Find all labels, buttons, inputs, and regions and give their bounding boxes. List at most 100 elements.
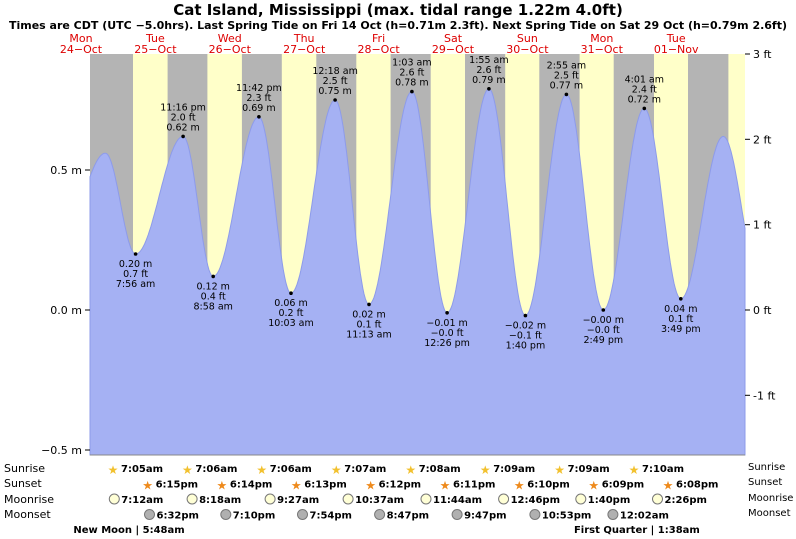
moonrise-row-label-right: Moonrise	[748, 493, 794, 504]
sunset-row-label-left: Sunset	[4, 477, 42, 490]
tide-extreme-annotation: 0.04 m 0.1 ft 3:49 pm	[661, 304, 701, 335]
tide-extreme-marker	[133, 252, 138, 256]
moonrise-circle-icon	[652, 493, 663, 505]
y-axis-left-label: 0.5 m	[50, 164, 82, 177]
tide-extreme-annotation: −0.01 m −0.0 ft 12:26 pm	[424, 318, 470, 349]
sunrise-star-icon: ★	[108, 463, 119, 477]
moonset-time: 7:54pm	[310, 511, 352, 522]
y-axis-right-label: 1 ft	[753, 219, 772, 232]
tide-extreme-marker	[367, 302, 371, 307]
moonset-time: 8:47pm	[387, 511, 429, 522]
tide-extreme-annotation: 1:03 am 2.6 ft 0.78 m	[392, 58, 431, 89]
moonset-time: 12:02am	[620, 511, 669, 522]
moonset-circle-icon	[144, 509, 155, 520]
sunrise-time: 7:05am	[121, 464, 163, 475]
tide-extreme-marker	[257, 115, 261, 119]
tide-extreme-marker	[181, 134, 185, 139]
moonset-circle-icon	[607, 509, 619, 520]
moonrise-time: 1:40pm	[588, 495, 630, 506]
tide-extreme-annotation: 0.06 m 0.2 ft 10:03 am	[268, 298, 313, 329]
tide-extreme-annotation: 11:16 pm 2.0 ft 0.62 m	[160, 102, 206, 133]
tide-extreme-marker	[679, 297, 683, 301]
tide-extreme-annotation: 0.12 m 0.4 ft 8:58 am	[193, 281, 232, 312]
moonset-circle-icon	[451, 509, 463, 520]
moonset-circle-icon	[374, 509, 386, 520]
tide-extreme-marker	[487, 87, 491, 91]
y-axis-right-label: 2 ft	[753, 133, 772, 146]
sunset-star-icon: ★	[217, 479, 228, 493]
moonrise-circle-icon	[264, 493, 276, 505]
tide-extreme-annotation: −0.00 m −0.0 ft 2:49 pm	[583, 315, 624, 346]
day-label: Tue 25−Oct	[134, 32, 177, 56]
moonrise-circle-icon	[108, 493, 120, 505]
tide-extreme-marker	[333, 98, 337, 102]
day-label: Thu 27−Oct	[283, 32, 326, 56]
day-label: Sat 29−Oct	[432, 32, 475, 56]
sunset-time: 6:09pm	[602, 480, 644, 491]
day-label: Sun 30−Oct	[506, 32, 549, 56]
tide-extreme-marker	[289, 291, 293, 296]
sunrise-star-icon: ★	[629, 463, 640, 477]
moonset-row-label-right: Moonset	[748, 508, 791, 519]
sunset-row-label-right: Sunset	[748, 477, 783, 488]
sunrise-star-icon: ★	[480, 463, 491, 477]
sunset-star-icon: ★	[514, 479, 525, 493]
moonrise-time: 2:26pm	[665, 495, 707, 506]
sunrise-star-icon: ★	[554, 463, 565, 477]
moonrise-time: 11:44am	[433, 495, 482, 506]
sunset-time: 6:12pm	[379, 480, 421, 491]
moon-phase-label: New Moon | 5:48am	[73, 525, 184, 536]
y-axis-right-label: 3 ft	[753, 48, 772, 61]
moonrise-time: 9:27am	[277, 495, 319, 506]
sunset-time: 6:13pm	[304, 480, 346, 491]
moonrise-row-label-left: Moonrise	[4, 493, 54, 506]
tide-extreme-annotation: 4:01 am 2.4 ft 0.72 m	[625, 74, 664, 105]
tide-extreme-marker	[564, 92, 569, 97]
sunset-time: 6:14pm	[230, 480, 272, 491]
tide-extreme-marker	[445, 311, 449, 315]
sunrise-time: 7:09am	[568, 464, 610, 475]
sunrise-time: 7:07am	[344, 464, 386, 475]
moonset-time: 6:32pm	[157, 511, 199, 522]
sunrise-time: 7:06am	[270, 464, 312, 475]
sunset-time: 6:10pm	[527, 480, 569, 491]
moon-phase-label: First Quarter | 1:38am	[574, 525, 700, 536]
day-label: Fri 28−Oct	[357, 32, 400, 56]
tide-extreme-annotation: −0.02 m −0.1 ft 1:40 pm	[505, 321, 546, 352]
sunrise-row-label-right: Sunrise	[748, 462, 786, 473]
y-axis-left-label: −0.5 m	[41, 444, 82, 457]
tide-extreme-annotation: 11:42 pm 2.3 ft 0.69 m	[236, 83, 282, 114]
sunrise-row-label-left: Sunrise	[4, 462, 46, 475]
sunrise-star-icon: ★	[256, 463, 267, 477]
tide-extreme-marker	[211, 274, 215, 279]
sunset-time: 6:11pm	[453, 480, 495, 491]
moonrise-time: 12:46pm	[511, 495, 560, 506]
tide-extreme-annotation: 2:55 am 2.5 ft 0.77 m	[547, 60, 586, 91]
sunrise-time: 7:06am	[195, 464, 237, 475]
sunset-star-icon: ★	[291, 479, 302, 493]
day-label: Tue 01−Nov	[654, 32, 699, 56]
sunset-star-icon: ★	[365, 479, 376, 493]
sunrise-star-icon: ★	[182, 463, 193, 477]
tide-curve-area	[89, 88, 746, 456]
sunrise-time: 7:08am	[419, 464, 461, 475]
y-axis-right-label: -1 ft	[753, 389, 776, 402]
sunset-time: 6:15pm	[156, 480, 198, 491]
y-axis-left-label: 0.0 m	[50, 304, 82, 317]
sunrise-star-icon: ★	[405, 463, 416, 477]
moonset-circle-icon	[529, 509, 541, 520]
moonrise-time: 7:12am	[121, 495, 163, 506]
sunset-star-icon: ★	[440, 479, 451, 493]
day-label: Mon 24−Oct	[60, 32, 103, 56]
day-label: Mon 31−Oct	[581, 32, 624, 56]
sunrise-star-icon: ★	[331, 463, 342, 477]
tide-extreme-annotation: 0.02 m 0.1 ft 11:13 am	[346, 309, 391, 340]
sunrise-time: 7:10am	[642, 464, 684, 475]
moonrise-time: 8:18am	[199, 495, 241, 506]
page-title: Cat Island, Mississippi (max. tidal rang…	[173, 1, 623, 19]
moonset-row-label-left: Moonset	[4, 508, 51, 521]
tide-extreme-marker	[523, 313, 528, 318]
moonset-time: 10:53pm	[542, 511, 591, 522]
y-axis-right-label: 0 ft	[753, 304, 772, 317]
